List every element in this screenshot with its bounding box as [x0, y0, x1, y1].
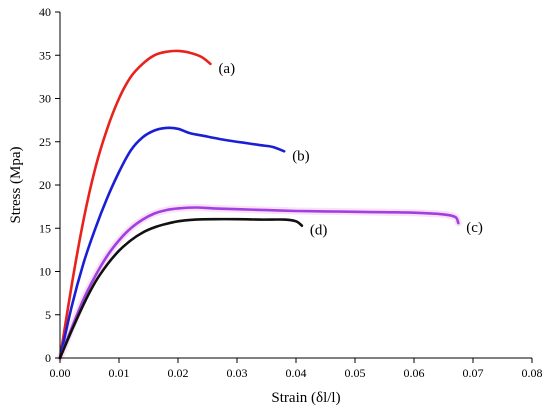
- y-tick-label: 30: [39, 92, 51, 106]
- y-tick-label: 20: [39, 178, 51, 192]
- y-axis-title: Stress (Mpa): [8, 146, 24, 223]
- y-tick-label: 40: [39, 5, 51, 19]
- y-tick-label: 25: [39, 135, 51, 149]
- x-tick-label: 0.08: [522, 366, 543, 380]
- y-tick-label: 5: [45, 308, 51, 322]
- curve-labels: (a) (b) (c) (d): [218, 61, 482, 239]
- x-tick-label: 0.05: [345, 366, 366, 380]
- series-c-label: (c): [466, 220, 483, 236]
- ticks: 0.00 0.01 0.02 0.03 0.04 0.05 0.06 0.07 0.08 0 5 10…: [39, 5, 543, 380]
- x-tick-label: 0.03: [227, 366, 248, 380]
- series-a-label: (a): [218, 61, 235, 77]
- x-tick-label: 0.01: [109, 366, 130, 380]
- series-d-line: [58, 217, 304, 360]
- x-tick-label: 0.07: [463, 366, 484, 380]
- series-b-label: (b): [292, 148, 310, 164]
- series-layer: [58, 49, 460, 360]
- y-tick-label: 10: [39, 265, 51, 279]
- series-b-line: [58, 126, 286, 360]
- axes: [59, 12, 532, 359]
- series-a-line: [58, 49, 212, 360]
- x-tick-label: 0.00: [50, 366, 71, 380]
- y-tick-label: 0: [45, 351, 51, 365]
- y-tick-label: 35: [39, 48, 51, 62]
- x-tick-label: 0.04: [286, 366, 307, 380]
- series-c-line: [58, 206, 460, 360]
- x-axis-title: Strain (δl/l): [271, 390, 340, 406]
- y-tick-label: 15: [39, 221, 51, 235]
- series-halo-layer: [56, 204, 462, 362]
- x-tick-label: 0.02: [168, 366, 189, 380]
- x-tick-label: 0.06: [404, 366, 425, 380]
- series-c-halo: [56, 204, 462, 362]
- series-d-label: (d): [310, 223, 328, 239]
